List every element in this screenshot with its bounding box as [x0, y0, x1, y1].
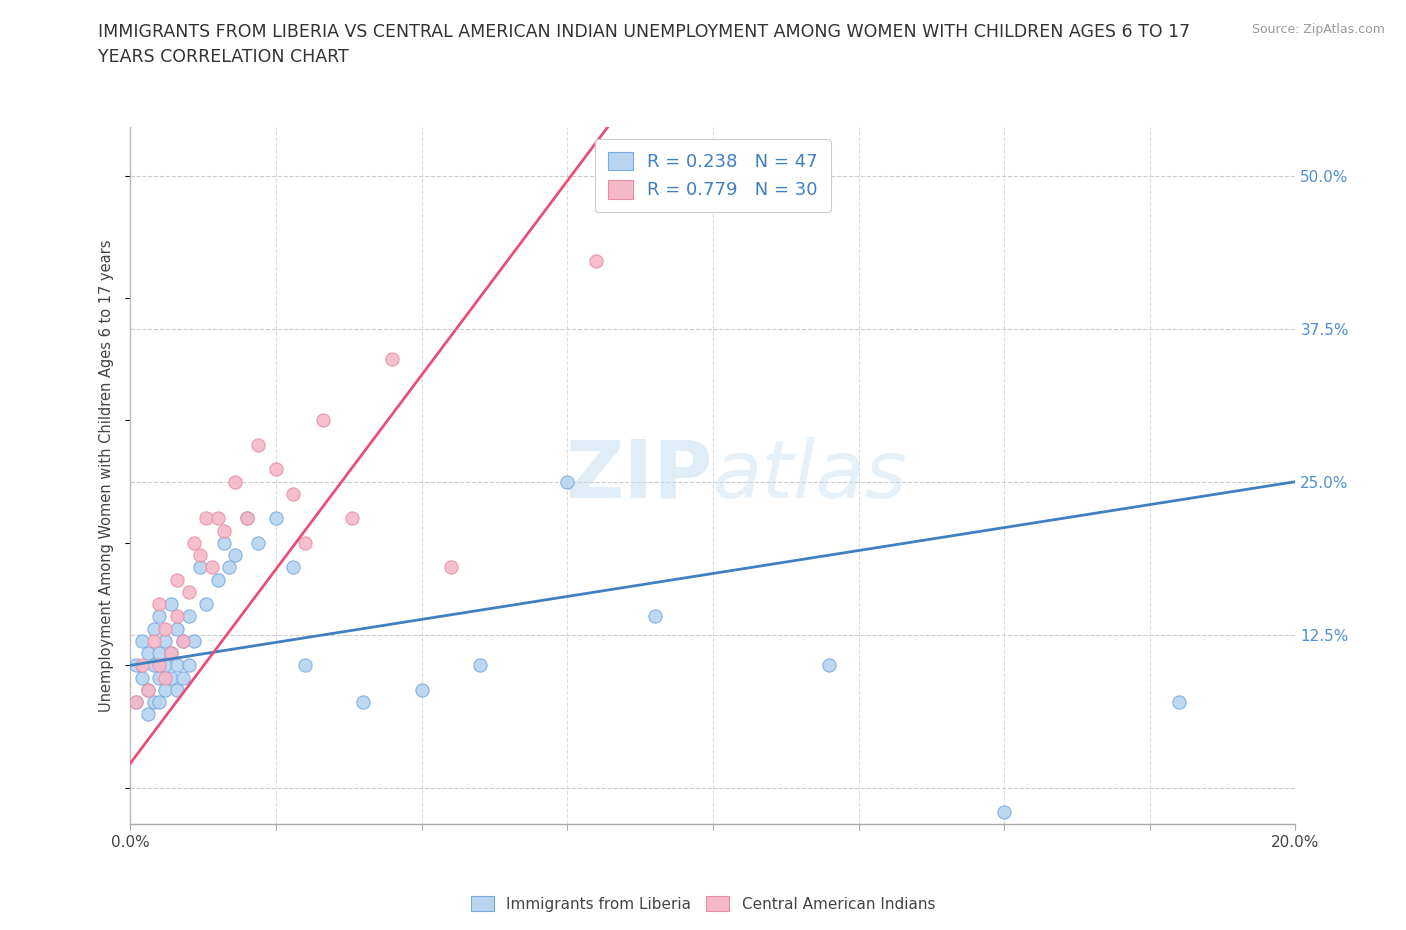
Point	[166, 572, 188, 587]
Text: IMMIGRANTS FROM LIBERIA VS CENTRAL AMERICAN INDIAN UNEMPLOYMENT AMONG WOMEN WITH: IMMIGRANTS FROM LIBERIA VS CENTRAL AMERI…	[98, 23, 1191, 66]
Point	[155, 633, 177, 648]
Point	[148, 671, 170, 685]
Point	[212, 536, 235, 551]
Point	[166, 683, 188, 698]
Point	[195, 511, 218, 525]
Point	[172, 671, 194, 685]
Point	[585, 254, 607, 269]
Point	[311, 413, 333, 428]
Point	[160, 671, 183, 685]
Point	[131, 633, 153, 648]
Point	[142, 658, 165, 672]
Point	[381, 352, 404, 366]
Point	[142, 621, 165, 636]
Point	[131, 658, 153, 672]
Point	[224, 474, 246, 489]
Text: ZIP: ZIP	[565, 436, 713, 514]
Point	[224, 548, 246, 563]
Point	[166, 658, 188, 672]
Point	[993, 804, 1015, 819]
Point	[148, 645, 170, 660]
Point	[136, 707, 159, 722]
Point	[218, 560, 240, 575]
Point	[142, 633, 165, 648]
Point	[148, 695, 170, 710]
Point	[818, 658, 841, 672]
Point	[468, 658, 491, 672]
Point	[411, 683, 433, 698]
Point	[155, 621, 177, 636]
Point	[283, 486, 305, 501]
Point	[183, 633, 205, 648]
Point	[148, 609, 170, 624]
Point	[166, 621, 188, 636]
Point	[247, 536, 270, 551]
Point	[136, 683, 159, 698]
Point	[142, 695, 165, 710]
Point	[555, 474, 578, 489]
Point	[148, 658, 170, 672]
Point	[148, 597, 170, 612]
Point	[136, 683, 159, 698]
Point	[160, 645, 183, 660]
Point	[125, 695, 148, 710]
Point	[172, 633, 194, 648]
Point	[195, 597, 218, 612]
Point	[294, 658, 316, 672]
Legend: Immigrants from Liberia, Central American Indians: Immigrants from Liberia, Central America…	[465, 889, 941, 918]
Point	[212, 524, 235, 538]
Point	[352, 695, 374, 710]
Point	[136, 645, 159, 660]
Point	[125, 658, 148, 672]
Point	[183, 536, 205, 551]
Point	[177, 609, 200, 624]
Legend: R = 0.238   N = 47, R = 0.779   N = 30: R = 0.238 N = 47, R = 0.779 N = 30	[595, 140, 831, 212]
Point	[166, 609, 188, 624]
Text: atlas: atlas	[713, 436, 908, 514]
Point	[201, 560, 224, 575]
Point	[160, 597, 183, 612]
Point	[207, 511, 229, 525]
Point	[155, 671, 177, 685]
Point	[160, 645, 183, 660]
Point	[155, 683, 177, 698]
Point	[1168, 695, 1191, 710]
Text: Source: ZipAtlas.com: Source: ZipAtlas.com	[1251, 23, 1385, 36]
Point	[155, 658, 177, 672]
Y-axis label: Unemployment Among Women with Children Ages 6 to 17 years: Unemployment Among Women with Children A…	[100, 239, 114, 711]
Point	[177, 658, 200, 672]
Point	[283, 560, 305, 575]
Point	[177, 584, 200, 599]
Point	[131, 671, 153, 685]
Point	[294, 536, 316, 551]
Point	[207, 572, 229, 587]
Point	[440, 560, 463, 575]
Point	[264, 462, 287, 477]
Point	[125, 695, 148, 710]
Point	[172, 633, 194, 648]
Point	[236, 511, 259, 525]
Point	[340, 511, 363, 525]
Point	[247, 437, 270, 452]
Point	[236, 511, 259, 525]
Point	[264, 511, 287, 525]
Point	[644, 609, 666, 624]
Point	[188, 548, 211, 563]
Point	[188, 560, 211, 575]
